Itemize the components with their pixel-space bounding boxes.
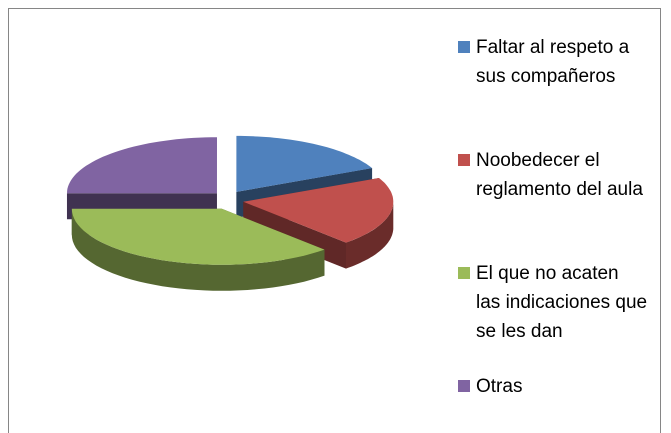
legend-label: Noobedecer el reglamento del aula <box>476 150 643 200</box>
chart-frame <box>8 8 661 433</box>
slice <box>71 208 325 265</box>
legend-label: Faltar al respeto a sus compañeros <box>476 37 630 87</box>
legend-label: El que no acaten las indicaciones que se… <box>476 263 648 342</box>
slice <box>243 178 394 243</box>
slice-side <box>71 208 325 291</box>
legend-item: Noobedecer el reglamento del aula <box>458 146 648 204</box>
legend-swatch <box>458 380 470 392</box>
legend-item: El que no acaten las indicaciones que se… <box>458 259 648 346</box>
legend-swatch <box>458 41 470 53</box>
legend-swatch <box>458 267 470 279</box>
legend-item: Otras <box>458 372 648 401</box>
legend-item: Faltar al respeto a sus compañeros <box>458 33 648 91</box>
slice-side <box>346 201 394 269</box>
slice <box>67 137 217 194</box>
slice <box>236 135 373 192</box>
legend-label: Otras <box>476 376 523 397</box>
legend-swatch <box>458 154 470 166</box>
